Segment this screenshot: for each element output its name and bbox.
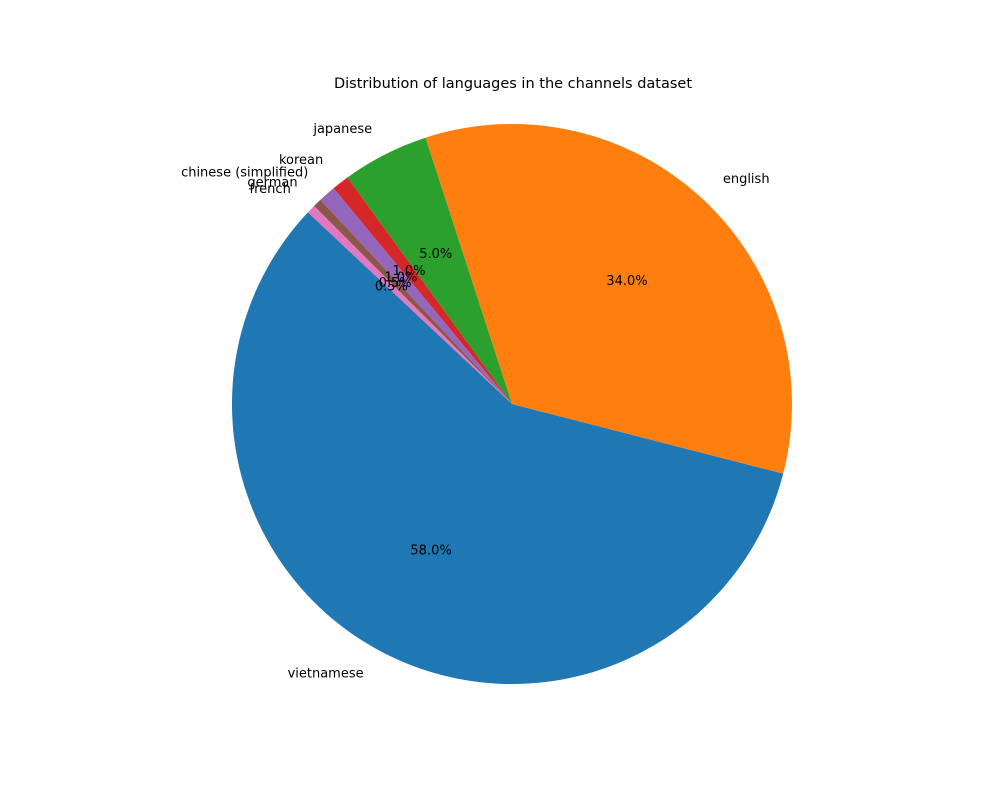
slice-vietnamese [231, 212, 784, 685]
chart-title: Distribution of languages in the channel… [334, 76, 692, 92]
slice-chinese-simplified [320, 188, 512, 404]
slice-japanese [347, 137, 512, 404]
pie-slices [231, 123, 792, 685]
label-german: german [247, 175, 297, 190]
percent-japanese: 5.0% [419, 247, 452, 262]
pie-percent-labels: 58.0%34.0%5.0%1.0%1.0%0.5%0.5% [375, 247, 648, 559]
percent-vietnamese: 58.0% [410, 544, 451, 559]
percent-french: 0.5% [375, 280, 408, 295]
slice-korean [333, 177, 512, 404]
percent-korean: 1.0% [393, 264, 426, 279]
percent-chinese-simplified: 1.0% [384, 270, 417, 285]
label-french: french [250, 182, 291, 197]
percent-english: 34.0% [606, 274, 647, 289]
label-chinese-simplified: chinese (simplified) [181, 165, 308, 180]
label-korean: korean [279, 153, 323, 168]
label-japanese: japanese [312, 122, 372, 137]
label-english: english [723, 172, 770, 187]
label-vietnamese: vietnamese [288, 666, 364, 681]
percent-german: 0.5% [379, 276, 412, 291]
slice-english [425, 123, 792, 474]
slice-german [314, 199, 512, 404]
slice-french [307, 206, 512, 404]
